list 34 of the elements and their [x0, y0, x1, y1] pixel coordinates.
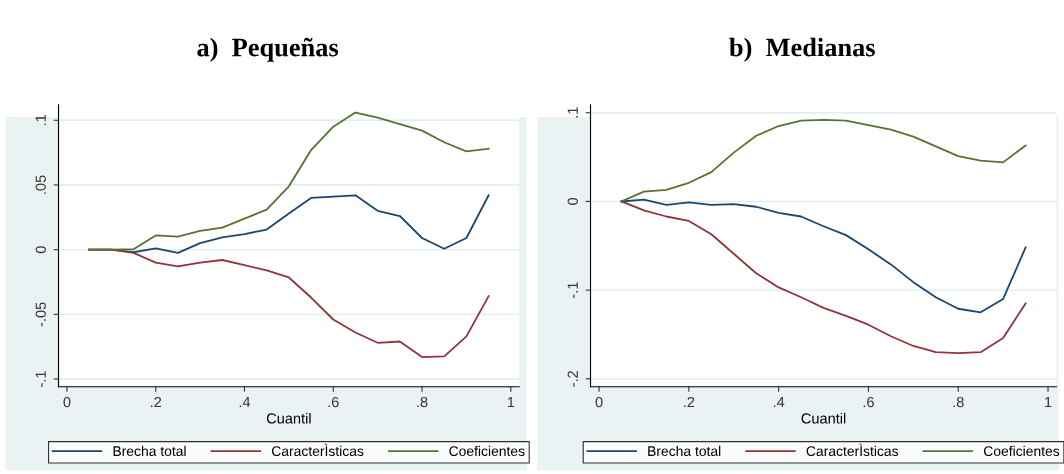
x-tick-label: 1 [1045, 397, 1052, 408]
x-tick-label: .2 [150, 396, 162, 408]
legend-label: Brecha total [648, 445, 721, 457]
y-tick-label: -.1 [567, 282, 578, 298]
x-tick-label: .4 [239, 397, 251, 408]
x-tick-label: .8 [417, 396, 428, 408]
line-series [620, 200, 1027, 354]
x-tick-label: .6 [328, 396, 339, 408]
x-tick-label: .2 [684, 396, 695, 408]
x-tick-label: 0 [63, 396, 71, 408]
x-tick-label: 0 [595, 396, 603, 408]
legend-label: Coeficientes [449, 445, 525, 457]
x-tick-label: 1 [507, 397, 515, 408]
x-tick-label: .8 [953, 396, 964, 408]
x-tick-label: .4 [773, 397, 785, 408]
x-axis-title: Cuantil [266, 412, 311, 424]
line-series [620, 118, 1027, 203]
legend-label: Brecha total [113, 445, 186, 457]
y-tick-label: 0 [567, 197, 578, 205]
line-series [88, 111, 490, 251]
y-tick-label: -.2 [567, 371, 578, 387]
y-tick-label: .1 [567, 107, 578, 118]
y-tick-label: .05 [35, 175, 46, 194]
chart-title: a) Pequeñas [197, 37, 339, 62]
legend-label: CaracterÌsticas [806, 443, 899, 457]
x-axis-title: Cuantil [801, 412, 846, 424]
y-tick-label: -.1 [35, 371, 46, 387]
chart-title: b) Medianas [729, 37, 875, 62]
legend-label: CaracterÌsticas [271, 443, 364, 457]
y-tick-label: -.05 [35, 302, 46, 327]
y-tick-label: .1 [35, 114, 46, 126]
y-tick-label: 0 [35, 246, 46, 254]
legend-label: Coeficientes [983, 445, 1060, 457]
x-tick-label: .6 [863, 396, 874, 408]
